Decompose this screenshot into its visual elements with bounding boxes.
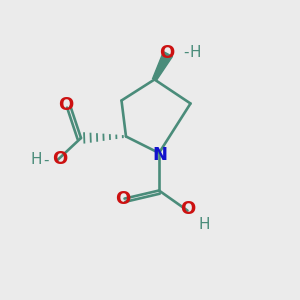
Text: -: - xyxy=(183,45,189,60)
Text: O: O xyxy=(180,200,195,218)
Text: O: O xyxy=(159,44,174,62)
Text: H: H xyxy=(30,152,42,167)
Text: H: H xyxy=(189,45,201,60)
Text: O: O xyxy=(116,190,130,208)
Text: O: O xyxy=(52,150,68,168)
Text: N: N xyxy=(152,146,167,164)
Text: -: - xyxy=(44,152,49,167)
Text: O: O xyxy=(58,96,74,114)
Polygon shape xyxy=(153,52,172,80)
Text: H: H xyxy=(198,217,210,232)
